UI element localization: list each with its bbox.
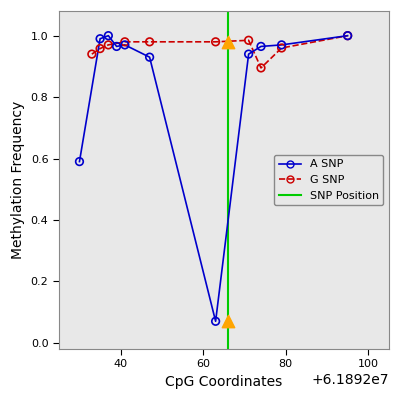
X-axis label: CpG Coordinates: CpG Coordinates xyxy=(165,375,282,389)
Point xyxy=(258,65,264,71)
Point xyxy=(146,54,153,60)
Point xyxy=(246,51,252,57)
Y-axis label: Methylation Frequency: Methylation Frequency xyxy=(11,101,25,259)
Point xyxy=(258,43,264,50)
Point xyxy=(97,36,103,42)
Point xyxy=(246,37,252,44)
Point xyxy=(344,32,351,39)
Point xyxy=(122,39,128,45)
Point xyxy=(344,32,351,39)
Point xyxy=(278,42,285,48)
Point xyxy=(113,43,120,50)
Point xyxy=(76,158,83,165)
Point xyxy=(89,51,95,57)
Point xyxy=(97,45,103,52)
Point xyxy=(278,45,285,51)
Point xyxy=(212,39,219,45)
Legend: A SNP, G SNP, SNP Position: A SNP, G SNP, SNP Position xyxy=(274,155,383,205)
Point xyxy=(225,318,231,324)
Point xyxy=(105,42,112,48)
Point xyxy=(122,42,128,48)
Point xyxy=(105,32,112,39)
Point xyxy=(146,39,153,45)
Point xyxy=(212,318,219,324)
Point xyxy=(225,39,231,45)
